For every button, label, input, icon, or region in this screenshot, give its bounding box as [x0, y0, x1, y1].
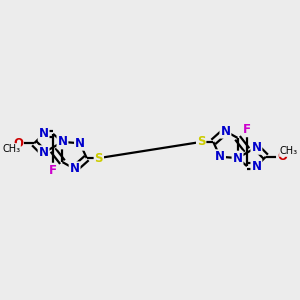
Text: N: N: [70, 162, 80, 176]
Text: N: N: [39, 127, 49, 140]
Text: N: N: [251, 141, 261, 154]
Text: CH₃: CH₃: [280, 146, 298, 156]
Text: N: N: [232, 152, 242, 165]
Text: N: N: [215, 150, 225, 163]
Text: N: N: [39, 146, 49, 159]
Text: N: N: [75, 137, 85, 150]
Text: O: O: [13, 137, 23, 150]
Text: F: F: [49, 164, 57, 177]
Text: N: N: [220, 124, 230, 138]
Text: F: F: [243, 123, 251, 136]
Text: O: O: [277, 150, 287, 163]
Text: N: N: [251, 160, 261, 173]
Text: N: N: [58, 135, 68, 148]
Text: S: S: [197, 135, 206, 148]
Text: CH₃: CH₃: [2, 144, 20, 154]
Text: S: S: [94, 152, 103, 165]
